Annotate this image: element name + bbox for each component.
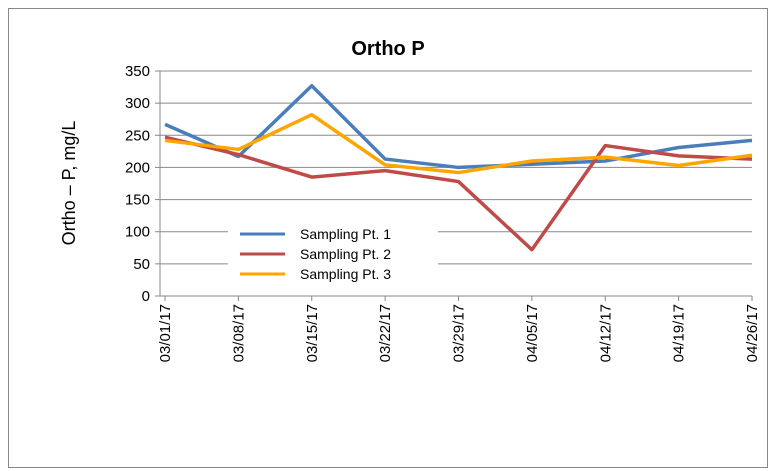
- y-tick-label: 0: [142, 288, 150, 305]
- x-tick-label: 03/01/17: [157, 304, 174, 362]
- legend-label: Sampling Pt. 1: [300, 226, 391, 242]
- y-tick-label: 200: [125, 159, 150, 176]
- x-tick-label: 03/29/17: [451, 304, 468, 362]
- series-line: [164, 112, 753, 175]
- x-tick-label: 04/05/17: [524, 304, 541, 362]
- y-tick-label: 350: [125, 63, 150, 80]
- x-tick-label: 03/15/17: [304, 304, 321, 362]
- y-tick-label: 100: [125, 224, 150, 241]
- x-tick-label: 04/19/17: [671, 304, 688, 362]
- x-tick-label: 04/26/17: [744, 304, 761, 362]
- chart-title: Ortho P: [351, 38, 424, 60]
- y-tick-label: 50: [133, 256, 150, 273]
- y-tick-label: 150: [125, 192, 150, 209]
- y-axis-label: Ortho – P, mg/L: [59, 121, 79, 246]
- x-tick-label: 03/22/17: [377, 304, 394, 362]
- legend-label: Sampling Pt. 2: [300, 246, 391, 262]
- x-tick-label: 03/08/17: [230, 304, 247, 362]
- y-tick-label: 300: [125, 95, 150, 112]
- y-tick-label: 250: [125, 127, 150, 144]
- legend-label: Sampling Pt. 3: [300, 266, 391, 282]
- x-tick-label: 04/12/17: [597, 304, 614, 362]
- series-line: [164, 135, 753, 252]
